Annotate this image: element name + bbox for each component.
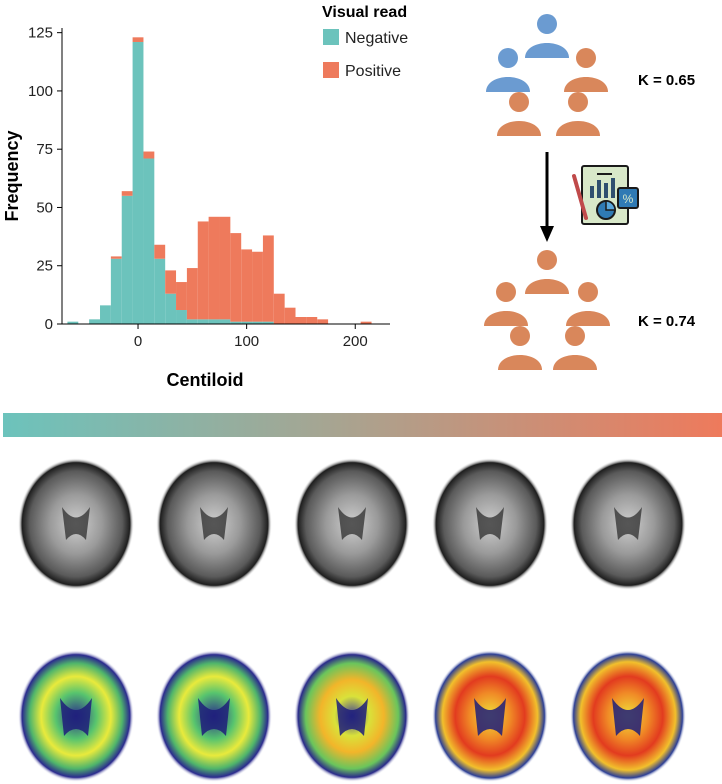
x-axis-ticks: 0 100 200: [134, 324, 368, 350]
person-icon: [525, 250, 569, 294]
person-icon: [564, 48, 608, 92]
person-icon: [525, 14, 569, 58]
histogram-bar-negative: [176, 310, 187, 324]
mri-scan-row: [18, 458, 686, 590]
histogram-bar-negative: [110, 258, 122, 324]
histogram-bar-positive: [132, 37, 144, 42]
histogram-bar-negative: [208, 319, 220, 324]
histogram-bar-positive: [197, 221, 209, 320]
mri-brain-scan: [156, 458, 272, 590]
y-tick-label: 50: [36, 199, 53, 216]
centiloid-histogram: 0 25 50 75 100 125 0 100 200 Centiloid Frequenc…: [2, 25, 390, 390]
histogram-bar-negative: [230, 321, 242, 324]
centiloid-gradient-bar: [3, 413, 722, 437]
report-with-charts-icon: %: [572, 165, 639, 225]
legend: Visual read Negative Positive: [322, 4, 408, 80]
histogram-bar-positive: [208, 216, 220, 320]
histogram-bar-positive: [317, 319, 329, 324]
histogram-bar-negative: [154, 258, 166, 324]
x-tick-label: 0: [134, 333, 142, 350]
histogram-bar-positive: [176, 282, 187, 311]
histogram-bar-negative: [67, 321, 79, 324]
histogram-bar-positive: [165, 270, 177, 294]
mri-brain-scan: [570, 458, 686, 590]
histogram-bar-positive: [230, 233, 242, 322]
person-icon: [484, 282, 528, 326]
histogram-bar-positive: [360, 321, 372, 324]
legend-swatch-negative: [323, 29, 339, 45]
person-icon: [566, 282, 610, 326]
arrow-down-icon: [540, 152, 554, 242]
pet-brain-scan: [156, 650, 272, 782]
mri-brain-scan: [18, 458, 134, 590]
histogram-bar-positive: [154, 244, 166, 259]
pet-scan-row: [18, 650, 686, 782]
legend-label-positive: Positive: [345, 63, 401, 80]
histogram-bar-positive: [110, 256, 122, 259]
person-icon: [497, 92, 541, 136]
pet-brain-scan: [432, 650, 548, 782]
reader-group-before: [486, 14, 608, 136]
histogram-bar-positive: [241, 249, 253, 322]
x-tick-label: 100: [234, 333, 259, 350]
legend-swatch-positive: [323, 62, 339, 78]
histogram-bar-negative: [219, 319, 231, 324]
histogram-bar-negative: [252, 321, 263, 324]
pet-brain-scan: [294, 650, 410, 782]
histogram-bar-positive: [262, 235, 274, 322]
histogram-bar-negative: [241, 321, 253, 324]
person-icon: [498, 326, 542, 370]
histogram-bar-negative: [100, 305, 111, 324]
histogram-bar-positive: [284, 307, 296, 324]
y-tick-label: 125: [28, 25, 53, 42]
person-icon: [486, 48, 530, 92]
kappa-after: K = 0.74: [638, 313, 696, 330]
pet-brain-scan: [18, 650, 134, 782]
histogram-bar-positive: [186, 268, 198, 320]
kappa-before: K = 0.65: [638, 72, 695, 89]
y-axis-label: Frequency: [2, 130, 22, 221]
y-tick-label: 100: [28, 83, 53, 100]
histogram-bar-positive: [306, 317, 318, 324]
pet-brain-scan: [570, 650, 686, 782]
histogram-bar-negative: [132, 41, 144, 324]
histogram-bar-negative: [197, 319, 209, 324]
svg-text:%: %: [623, 192, 634, 206]
x-tick-label: 200: [343, 333, 368, 350]
y-axis-ticks: 0 25 50 75 100 125: [28, 25, 62, 333]
histogram-bar-positive: [252, 251, 263, 322]
y-tick-label: 75: [36, 141, 53, 158]
legend-title: Visual read: [322, 4, 407, 21]
person-icon: [556, 92, 600, 136]
histogram-bar-positive: [121, 191, 133, 196]
person-icon: [553, 326, 597, 370]
histogram-bar-negative: [89, 319, 101, 324]
histogram-bar-positive: [295, 317, 307, 324]
histogram-bar-negative: [165, 293, 177, 324]
mri-brain-scan: [432, 458, 548, 590]
histogram-bar-positive: [273, 293, 285, 324]
histogram-bars: [67, 37, 372, 324]
histogram-bar-negative: [186, 319, 198, 324]
reader-group-after: [484, 250, 610, 370]
histogram-bar-positive: [219, 216, 231, 320]
mri-brain-scan: [294, 458, 410, 590]
y-tick-label: 0: [45, 316, 53, 333]
y-tick-label: 25: [36, 258, 53, 275]
histogram-bar-positive: [143, 151, 155, 159]
histogram-bar-negative: [121, 195, 133, 324]
histogram-bar-negative: [143, 158, 155, 324]
x-axis-label: Centiloid: [167, 370, 244, 390]
histogram-bar-negative: [262, 321, 274, 324]
legend-label-negative: Negative: [345, 30, 408, 47]
